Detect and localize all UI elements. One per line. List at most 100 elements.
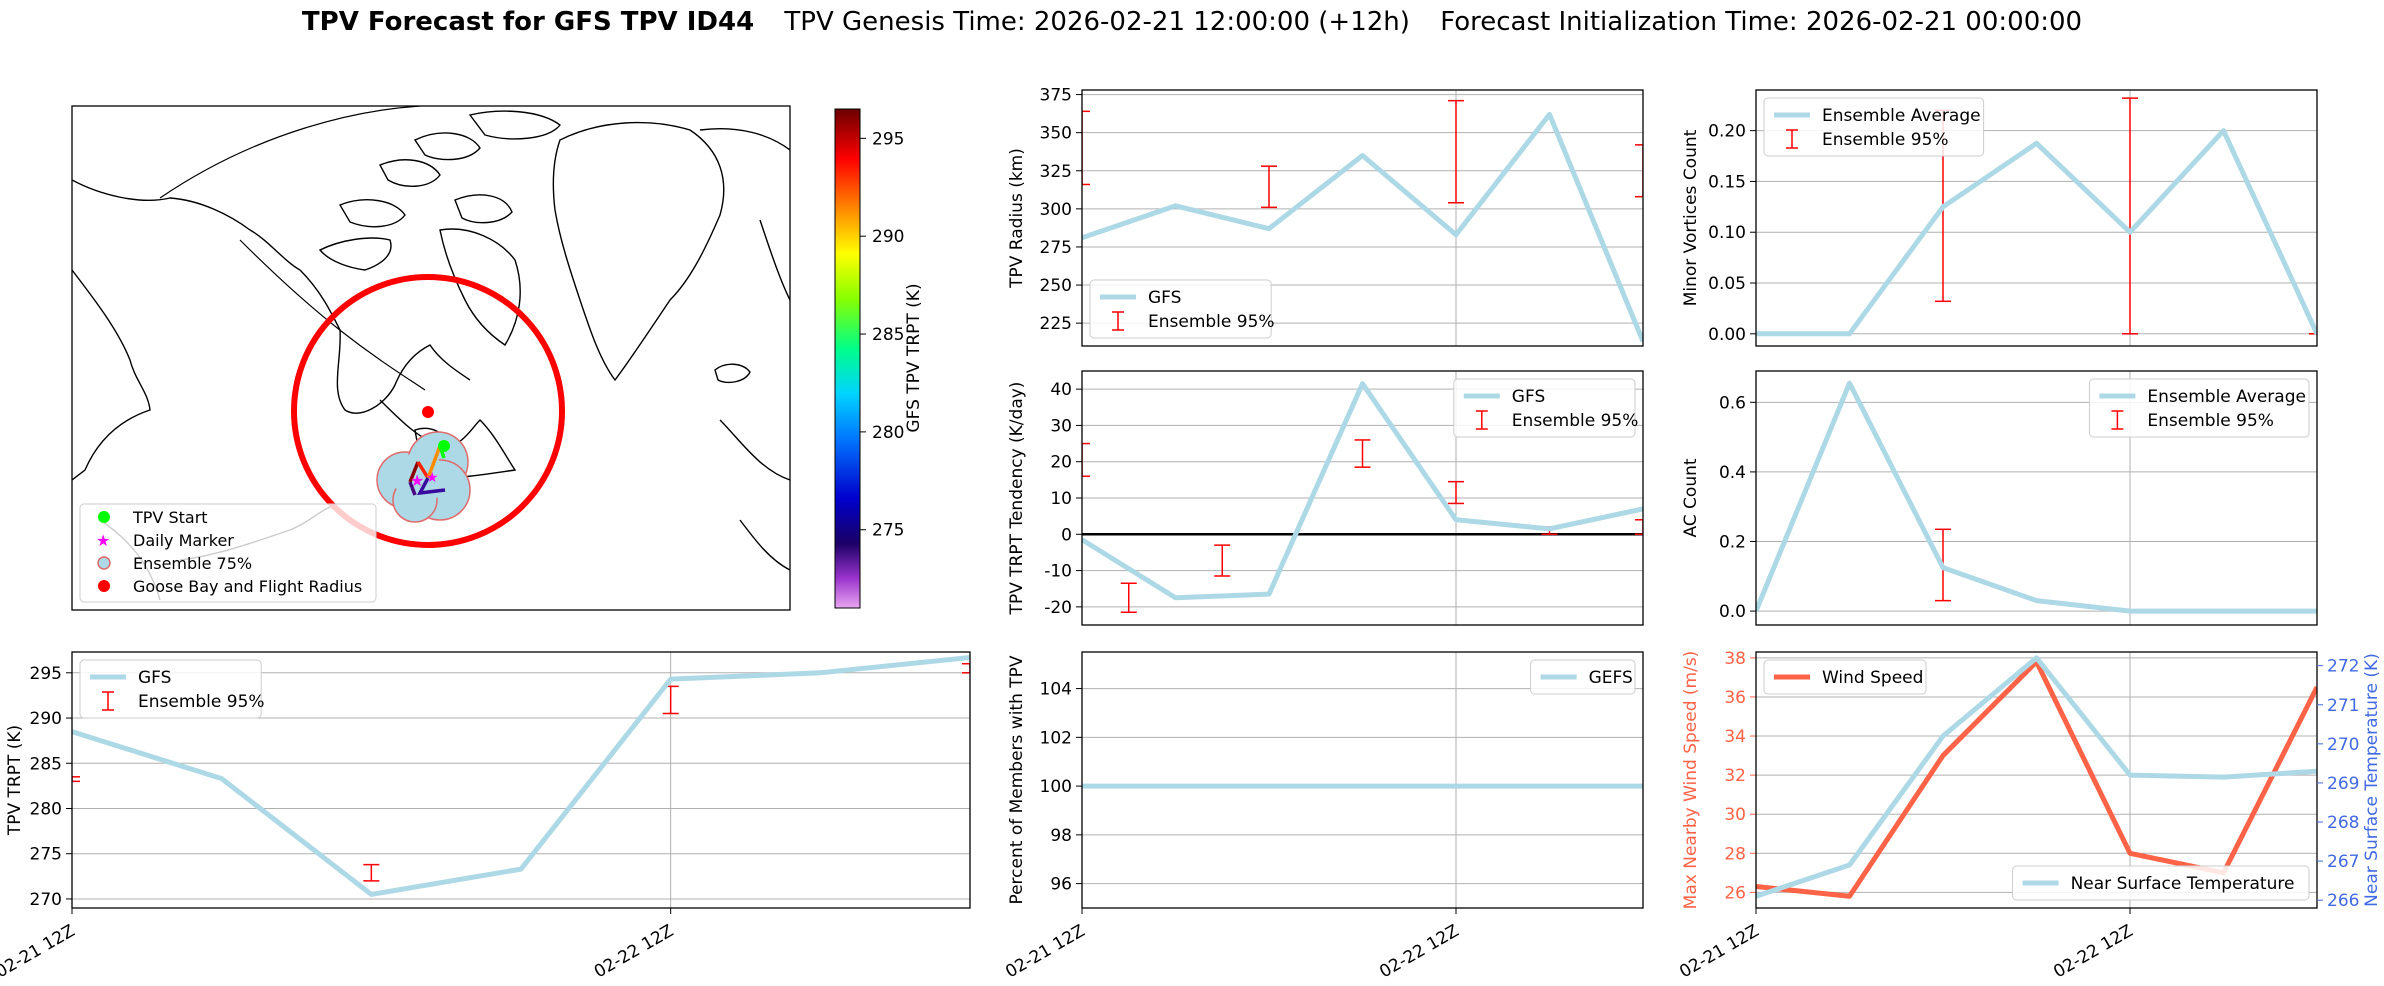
legend-box bbox=[2012, 865, 2310, 901]
legend-label: Ensemble 95% bbox=[1148, 312, 1275, 332]
y-axis-label: Minor Vortices Count bbox=[1681, 129, 1701, 306]
title-init: Forecast Initialization Time: 2026-02-21… bbox=[1440, 7, 2082, 37]
series-line-gfs bbox=[72, 654, 970, 897]
figure-title: TPV Forecast for GFS TPV ID44 TPV Genesi… bbox=[302, 7, 2082, 37]
y-tick-label: 100 bbox=[1040, 777, 1072, 797]
colorbar-tick-label: 285 bbox=[872, 325, 904, 345]
series-line-near-surface-temperature bbox=[1756, 655, 2317, 899]
legend-daily-marker-icon: ★ bbox=[96, 531, 110, 550]
y-tick-label: 0 bbox=[1061, 525, 1072, 545]
legend-label: Ensemble 95% bbox=[2147, 411, 2274, 431]
colorbar-tick-label: 290 bbox=[872, 227, 904, 247]
y-tick-label: 98 bbox=[1050, 826, 1072, 846]
y-tick-label: 32 bbox=[1724, 766, 1746, 786]
y-tick-label: 0.4 bbox=[1719, 463, 1746, 483]
series-line-ensemble-average bbox=[1756, 128, 2317, 337]
y-tick-label: 375 bbox=[1040, 86, 1072, 106]
y-tick-label: 34 bbox=[1724, 727, 1746, 747]
axes-frame bbox=[1755, 370, 2318, 626]
map-frame bbox=[71, 105, 791, 611]
plot-area bbox=[72, 654, 970, 897]
y-tick-label: 250 bbox=[1040, 276, 1072, 296]
legend-ensemble-75-icon bbox=[97, 556, 111, 570]
legend-label: GFS bbox=[1148, 288, 1181, 308]
map-legend: TPV Start ★ Daily Marker Ensemble 75% Go… bbox=[79, 503, 377, 603]
daily-marker-star: ★ bbox=[410, 471, 424, 490]
y2-tick-label: 267 bbox=[2327, 852, 2359, 872]
legend-box bbox=[1530, 659, 1636, 695]
legend-label: Ensemble Average bbox=[2147, 387, 2306, 407]
y-tick-label: 96 bbox=[1050, 875, 1072, 895]
legend-tpv-start-icon bbox=[98, 511, 110, 523]
legend-goose-bay: Goose Bay and Flight Radius bbox=[133, 577, 362, 596]
y2-tick-label: 270 bbox=[2327, 735, 2359, 755]
y-tick-label: 325 bbox=[1040, 162, 1072, 182]
map-panel: ★ ★ TPV Start ★ Daily Marker Ensemble 75… bbox=[71, 105, 924, 611]
legend-label: Ensemble 95% bbox=[1822, 130, 1949, 150]
legend-goose-bay-icon bbox=[98, 580, 110, 592]
ac-count-chart: 0.0 0.2 0.4 0.6 AC Count Ensemble Average Ense… bbox=[1681, 370, 2318, 626]
y-tick-label: 285 bbox=[30, 754, 62, 774]
colorbar-tick-label: 275 bbox=[872, 521, 904, 541]
y-tick-label: 0.6 bbox=[1719, 393, 1746, 413]
legend-box bbox=[2088, 378, 2310, 438]
axes-frame bbox=[1081, 651, 1644, 909]
y-tick-label: 350 bbox=[1040, 124, 1072, 144]
y-tick-label: 40 bbox=[1050, 380, 1072, 400]
percent-members-chart: 96 98 100 102 104 02-21 12Z 02-22 12Z Percent o… bbox=[1002, 651, 1644, 982]
y-tick-label: 300 bbox=[1040, 200, 1072, 220]
x-tick-label: 02-21 12Z bbox=[0, 921, 79, 982]
tpv-start-marker bbox=[438, 440, 450, 452]
goose-bay-marker bbox=[422, 406, 434, 418]
y-axis-label: AC Count bbox=[1681, 458, 1701, 537]
series-line-gfs bbox=[1082, 381, 1643, 601]
axes-frame bbox=[1755, 89, 2318, 347]
legend-label: GFS bbox=[1512, 387, 1545, 407]
legend-label: Ensemble 95% bbox=[1512, 411, 1639, 431]
y-tick-label: 0.00 bbox=[1708, 325, 1746, 345]
y-tick-label: 30 bbox=[1724, 805, 1746, 825]
legend-box bbox=[1763, 97, 1985, 157]
y2-tick-label: 266 bbox=[2327, 891, 2359, 911]
legend-label: GFS bbox=[138, 668, 171, 688]
axes-frame bbox=[71, 651, 971, 909]
plot-area bbox=[1082, 381, 1643, 614]
y-tick-label: 0.20 bbox=[1708, 122, 1746, 142]
series-line-ensemble-average bbox=[1756, 380, 2317, 614]
y2-tick-label: 269 bbox=[2327, 774, 2359, 794]
y-tick-label: 0.2 bbox=[1719, 532, 1746, 552]
colorbar-tick-label: 295 bbox=[872, 129, 904, 149]
colorbar-ticks: 275 280 285 290 295 bbox=[860, 129, 904, 541]
y2-tick-label: 271 bbox=[2327, 696, 2359, 716]
y-tick-label: 295 bbox=[30, 664, 62, 684]
title-bold: TPV Forecast for GFS TPV ID44 bbox=[302, 7, 754, 37]
y-tick-label: 26 bbox=[1724, 883, 1746, 903]
y-tick-label: -10 bbox=[1044, 562, 1072, 582]
x-tick-label: 02-21 12Z bbox=[1676, 921, 1762, 982]
y-tick-label: -20 bbox=[1044, 598, 1072, 618]
trpt-tendency-chart: -20 -10 0 10 20 30 40 TPV TRPT Tendency (K/day)… bbox=[1007, 370, 1644, 626]
y-tick-label: 280 bbox=[30, 799, 62, 819]
axes-frame bbox=[1081, 370, 1644, 626]
y-tick-label: 275 bbox=[1040, 238, 1072, 258]
axes-frame bbox=[1081, 89, 1644, 347]
y-tick-label: 10 bbox=[1050, 489, 1072, 509]
daily-marker-star: ★ bbox=[426, 470, 439, 486]
legend-tpv-start: TPV Start bbox=[132, 508, 208, 527]
y-axis-label: TPV TRPT (K) bbox=[5, 725, 25, 836]
legend-ensemble-75: Ensemble 75% bbox=[133, 554, 252, 573]
x-tick-label: 02-21 12Z bbox=[1002, 921, 1088, 982]
radius-chart: 225 250 275 300 325 350 375 TPV Radius (km) GFS E… bbox=[1007, 86, 1644, 347]
minor-vortices-chart: 0.00 0.05 0.10 0.15 0.20 Minor Vortices Count… bbox=[1681, 89, 2318, 347]
trpt-chart: 270 275 280 285 290 295 02-21 12Z 02-22 12Z TPV … bbox=[0, 651, 971, 982]
y-tick-label: 270 bbox=[30, 890, 62, 910]
y-tick-label: 102 bbox=[1040, 728, 1072, 748]
y-axis-label: TPV TRPT Tendency (K/day) bbox=[1007, 382, 1027, 616]
x-tick-label: 02-22 12Z bbox=[1376, 921, 1462, 982]
plot-area bbox=[1082, 99, 1643, 343]
y2-tick-label: 268 bbox=[2327, 813, 2359, 833]
x-tick-label: 02-22 12Z bbox=[2050, 921, 2136, 982]
y2-tick-label: 272 bbox=[2327, 657, 2359, 677]
